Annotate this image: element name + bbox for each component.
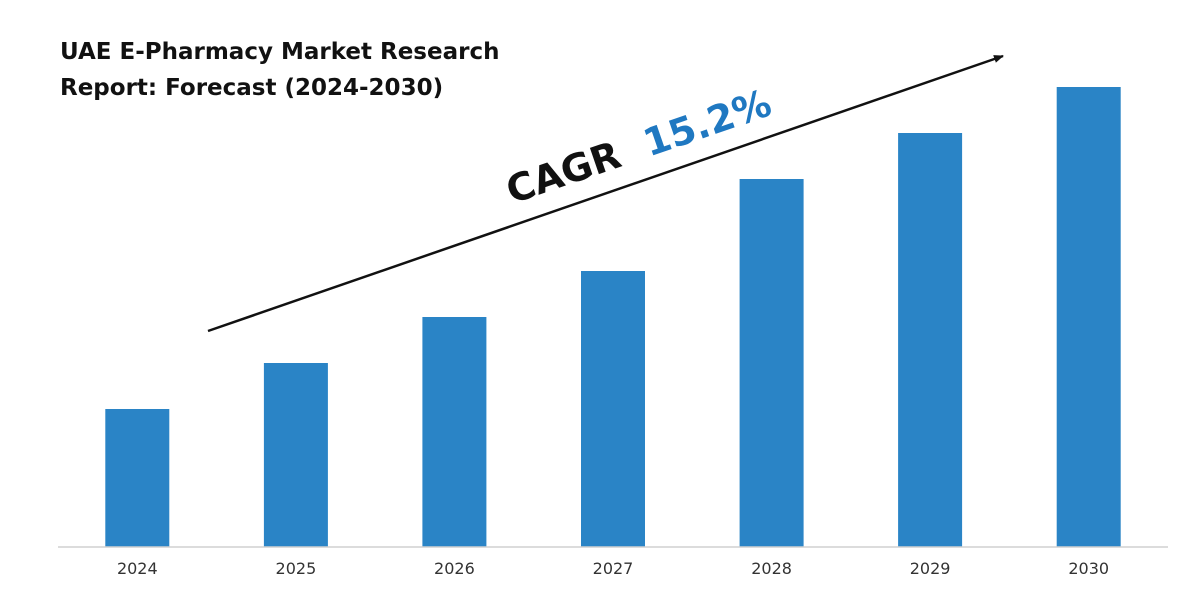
bar-2028 bbox=[739, 179, 804, 547]
bar-2030 bbox=[1056, 87, 1121, 547]
cagr-value: 15.2% bbox=[638, 81, 777, 166]
x-tick-label-2027: 2027 bbox=[593, 559, 634, 578]
bar-2026 bbox=[422, 317, 487, 547]
x-tick-label-2028: 2028 bbox=[751, 559, 792, 578]
bar-2027 bbox=[581, 271, 645, 547]
bar-2025 bbox=[263, 363, 328, 547]
cagr-prefix: CAGR bbox=[501, 133, 627, 213]
cagr-annotation: CAGR 15.2% bbox=[501, 81, 777, 213]
x-tick-label-2025: 2025 bbox=[276, 559, 317, 578]
bar-2024 bbox=[105, 409, 170, 547]
chart-title-line-2: Report: Forecast (2024-2030) bbox=[60, 75, 444, 101]
x-tick-label-2029: 2029 bbox=[910, 559, 951, 578]
chart-title: UAE E-Pharmacy Market Research Report: F… bbox=[60, 34, 499, 106]
x-tick-label-2024: 2024 bbox=[117, 559, 158, 578]
chart-title-line-1: UAE E-Pharmacy Market Research bbox=[60, 39, 500, 65]
x-tick-labels: 2024 2025 2026 2027 2028 2029 2030 bbox=[117, 559, 1109, 578]
x-tick-label-2026: 2026 bbox=[434, 559, 475, 578]
bar-2029 bbox=[898, 133, 963, 547]
x-tick-label-2030: 2030 bbox=[1068, 559, 1109, 578]
bar-group bbox=[105, 87, 1121, 547]
trend-arrow bbox=[207, 54, 1004, 333]
